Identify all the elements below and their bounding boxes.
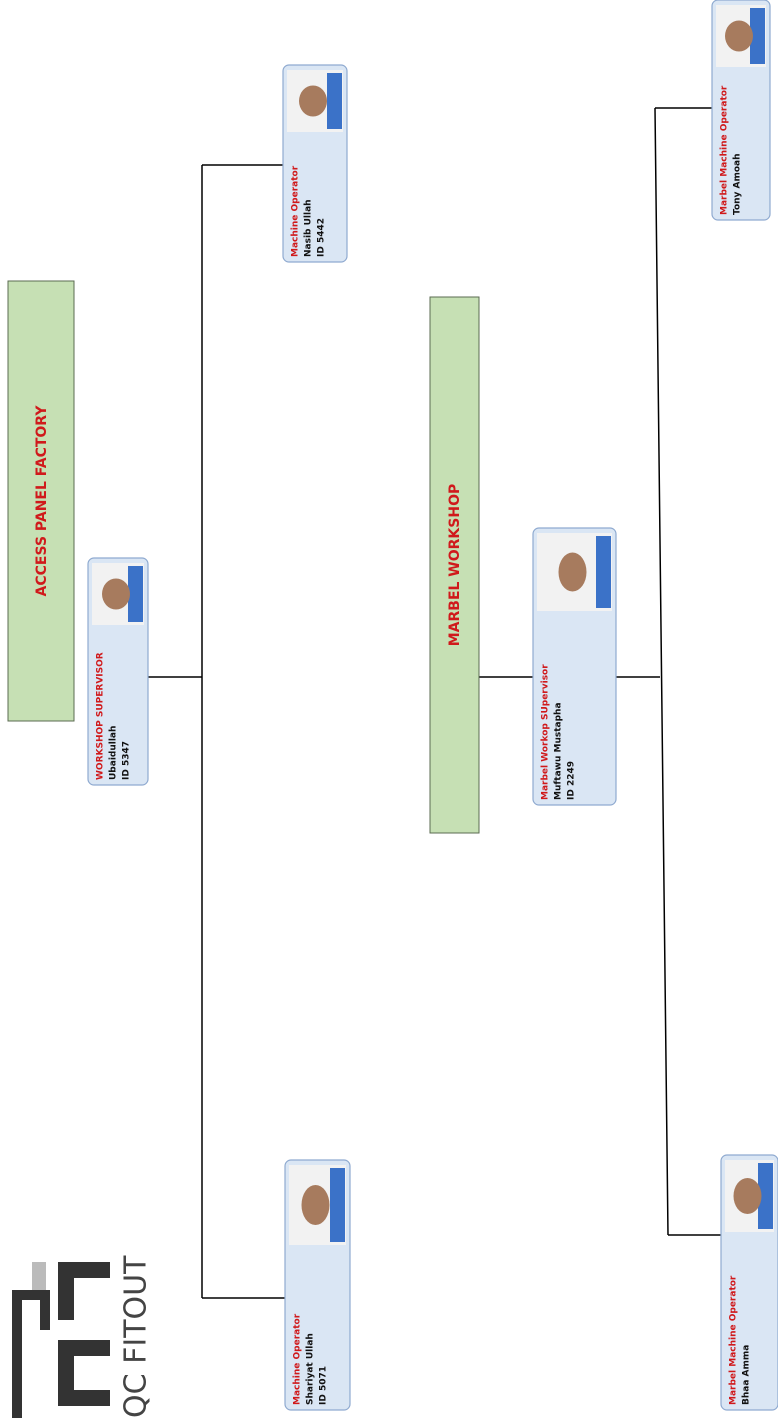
- card-role: Marbel Machine Operator: [729, 1275, 739, 1405]
- logo: QC FITOUT: [12, 1255, 154, 1418]
- photo-face: [302, 1185, 330, 1225]
- card-name: Tony Amoah: [733, 153, 743, 215]
- card-id: ID 5071: [319, 1366, 329, 1405]
- card-name: Nasib Ullah: [304, 199, 314, 257]
- photo-shirt: [327, 73, 342, 129]
- photo-face: [734, 1178, 762, 1214]
- photo-face: [102, 579, 130, 610]
- photo-face: [559, 553, 587, 592]
- department-title: MARBEL WORKSHOP: [447, 484, 463, 647]
- photo-shirt: [596, 536, 611, 608]
- department-title: ACCESS PANEL FACTORY: [34, 405, 50, 597]
- photo-shirt: [330, 1168, 345, 1242]
- card-id: ID 2249: [567, 761, 577, 800]
- connector: [148, 165, 285, 1298]
- logo-text: QC FITOUT: [119, 1255, 154, 1418]
- card-name: Shariyat Ullah: [306, 1333, 316, 1405]
- photo-face: [725, 21, 753, 52]
- logo-shape: [58, 1262, 110, 1320]
- card-role: Marbel Machine Operator: [720, 85, 730, 215]
- card-role: Machine Operator: [293, 1313, 303, 1405]
- photo-shirt: [128, 566, 143, 622]
- card-name: Muftawu Mustapha: [554, 702, 564, 800]
- card-role: WORKSHOP SUPERVISOR: [96, 652, 106, 780]
- org-chart: ACCESS PANEL FACTORY MARBEL WORKSHOP QC …: [0, 0, 778, 1418]
- logo-shape: [12, 1290, 50, 1418]
- logo-shape: [32, 1262, 46, 1290]
- logo-shape: [58, 1340, 110, 1406]
- card-role: Machine Operator: [291, 165, 301, 257]
- card-name: Ubaidullah: [109, 726, 119, 780]
- photo-face: [299, 86, 327, 117]
- card-name: Bhaa Amma: [742, 1345, 752, 1405]
- card-id: ID 5347: [122, 741, 132, 780]
- card-id: ID 5442: [317, 218, 327, 257]
- card-role: Marbel Workop SUpervisor: [541, 664, 551, 800]
